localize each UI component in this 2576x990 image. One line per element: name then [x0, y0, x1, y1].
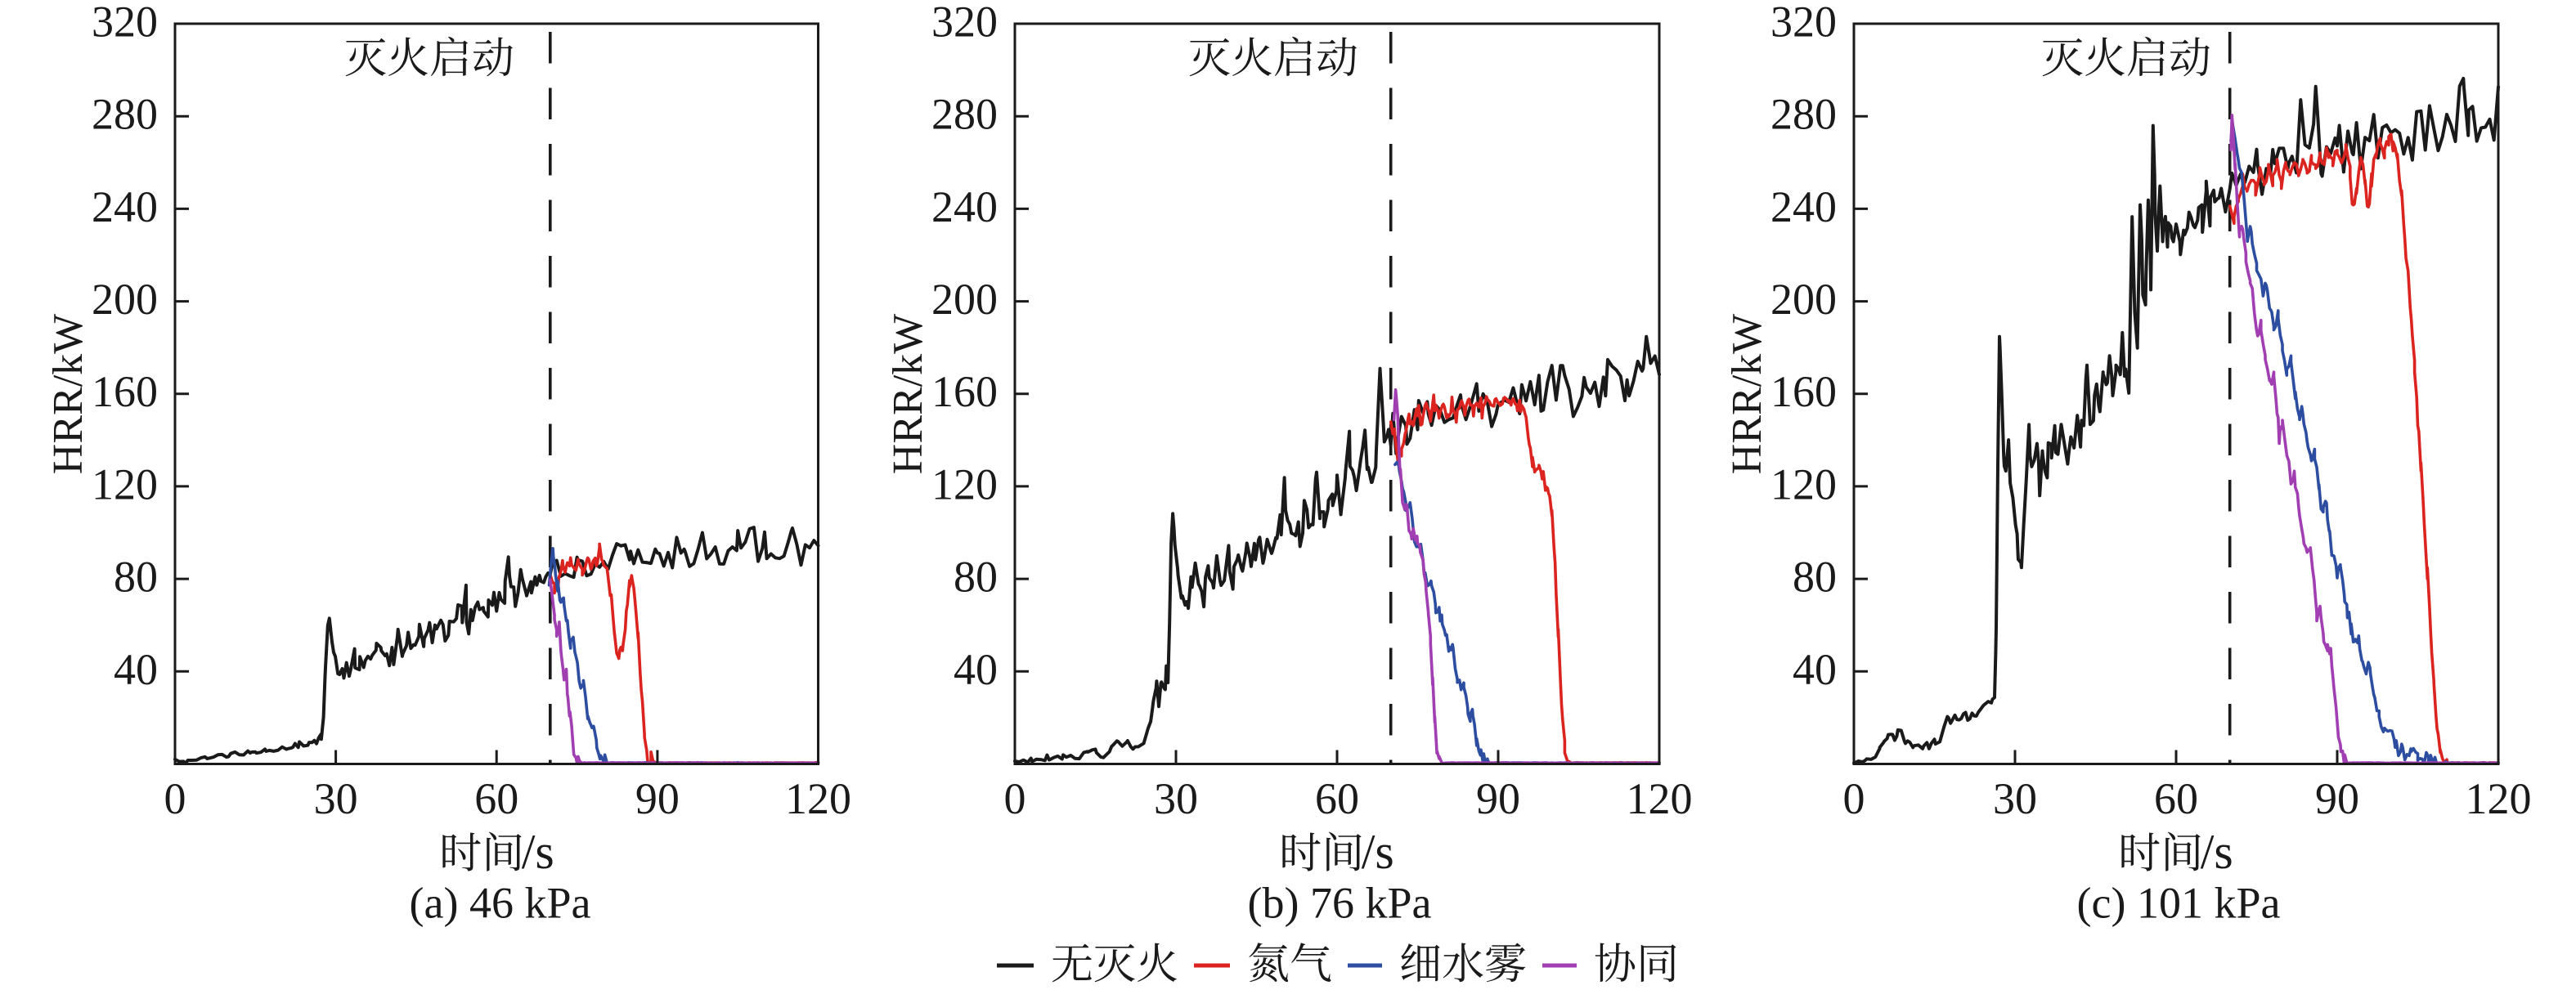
svg-text:320: 320: [931, 0, 998, 47]
svg-text:240: 240: [931, 182, 998, 231]
svg-text:120: 120: [1770, 459, 1837, 508]
svg-text:HRR/kW: HRR/kW: [1724, 314, 1770, 474]
svg-text:240: 240: [92, 182, 158, 231]
svg-text:120: 120: [931, 459, 998, 508]
svg-text:60: 60: [1315, 774, 1359, 823]
svg-text:30: 30: [1154, 774, 1198, 823]
svg-text:320: 320: [92, 0, 158, 47]
svg-text:0: 0: [1843, 774, 1865, 823]
svg-text:200: 200: [1770, 275, 1837, 324]
svg-text:90: 90: [1476, 774, 1520, 823]
svg-text:120: 120: [2466, 774, 2532, 823]
svg-text:160: 160: [931, 367, 998, 416]
svg-text:0: 0: [1004, 774, 1026, 823]
svg-text:240: 240: [1770, 182, 1837, 231]
svg-text:40: 40: [114, 645, 158, 694]
svg-text:280: 280: [931, 90, 998, 139]
svg-text:40: 40: [954, 645, 998, 694]
svg-text:0: 0: [164, 774, 186, 823]
svg-text:60: 60: [2154, 774, 2198, 823]
svg-text:80: 80: [114, 553, 158, 602]
svg-text:/s: /s: [522, 825, 554, 879]
svg-text:/s: /s: [2201, 825, 2233, 879]
svg-text:30: 30: [1993, 774, 2037, 823]
svg-text:120: 120: [92, 459, 158, 508]
svg-text:30: 30: [314, 774, 358, 823]
svg-text:(c) 101 kPa: (c) 101 kPa: [2077, 879, 2281, 928]
svg-text:80: 80: [1793, 553, 1837, 602]
svg-text:40: 40: [1793, 645, 1837, 694]
svg-text:90: 90: [635, 774, 680, 823]
svg-text:280: 280: [92, 90, 158, 139]
svg-text:120: 120: [1627, 774, 1693, 823]
svg-text:HRR/kW: HRR/kW: [45, 314, 92, 474]
svg-text:60: 60: [474, 774, 518, 823]
svg-text:/s: /s: [1362, 825, 1394, 879]
svg-text:200: 200: [92, 275, 158, 324]
svg-text:320: 320: [1770, 0, 1837, 47]
svg-text:280: 280: [1770, 90, 1837, 139]
svg-text:HRR/kW: HRR/kW: [885, 314, 931, 474]
svg-text:(a) 46 kPa: (a) 46 kPa: [410, 879, 591, 928]
svg-text:(b) 76 kPa: (b) 76 kPa: [1248, 879, 1432, 928]
svg-text:90: 90: [2315, 774, 2359, 823]
svg-text:200: 200: [931, 275, 998, 324]
svg-text:80: 80: [954, 553, 998, 602]
svg-text:120: 120: [785, 774, 851, 823]
svg-text:160: 160: [92, 367, 158, 416]
svg-text:160: 160: [1770, 367, 1837, 416]
